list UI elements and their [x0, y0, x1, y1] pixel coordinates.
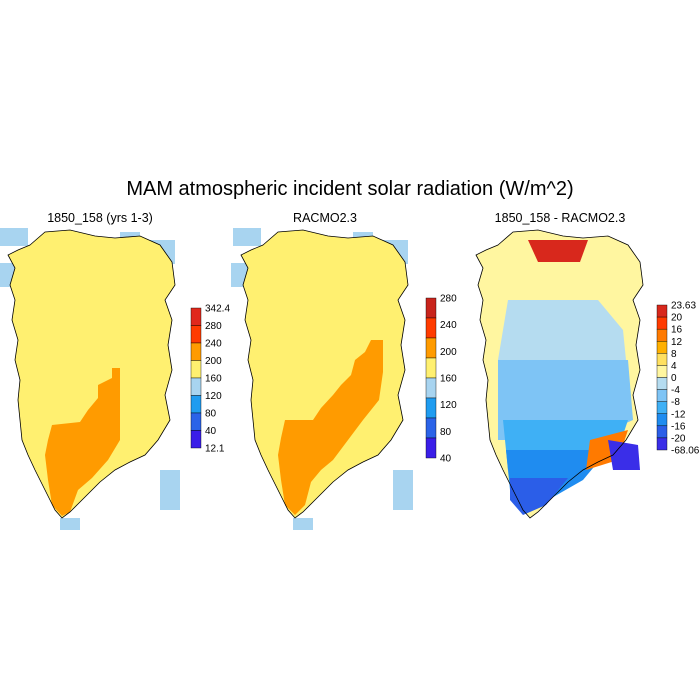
- colorbar-swatch: [190, 307, 202, 326]
- south-region: [278, 340, 383, 515]
- colorbar-tick-label: 8: [671, 349, 677, 360]
- colorbar-tick-label: 342.4: [205, 304, 230, 315]
- figure-title: MAM atmospheric incident solar radiation…: [126, 178, 574, 200]
- colorbar-swatch: [656, 377, 668, 390]
- colorbar-tick-label: 0: [671, 373, 677, 384]
- colorbar-swatch: [190, 360, 202, 379]
- colorbar-tick-label: -68.06: [671, 446, 700, 457]
- colorbar-swatch: [656, 316, 668, 330]
- map-difference: [475, 229, 644, 519]
- colorbar-swatch: [425, 377, 437, 399]
- colorbar-tick-label: 240: [440, 320, 457, 331]
- map-model-a: [0, 228, 180, 530]
- ocean-cell: [60, 518, 80, 530]
- colorbar-tick-label: 16: [671, 325, 683, 336]
- colorbar-tick-label: 200: [205, 356, 222, 367]
- colorbar-swatch: [425, 297, 437, 319]
- colorbar-tick-label: -8: [671, 397, 680, 408]
- colorbar-swatch: [656, 401, 668, 414]
- colorbar-swatch: [425, 397, 437, 419]
- colorbar-tick-label: -4: [671, 385, 680, 396]
- colorbar-swatch: [190, 412, 202, 431]
- colorbar-tick-label: 280: [440, 294, 457, 305]
- colorbar-swatch: [425, 317, 437, 339]
- colorbar-tick-label: 80: [205, 409, 217, 420]
- colorbar-swatch: [656, 353, 668, 366]
- ice-sheet-region: [241, 230, 408, 518]
- colorbar-tick-label: 20: [671, 313, 683, 324]
- south-region: [45, 368, 120, 516]
- colorbar-tick-label: 12.1: [205, 444, 225, 455]
- colorbar-swatch: [425, 357, 437, 379]
- panel-title-model-a: 1850_158 (yrs 1-3): [47, 211, 153, 225]
- colorbar-tick-label: 280: [205, 321, 222, 332]
- colorbar-swatch: [425, 437, 437, 459]
- map-racmo: [231, 228, 413, 530]
- colorbar-swatch: [656, 304, 668, 318]
- ocean-cell: [160, 470, 180, 510]
- colorbar-tick-label: -16: [671, 421, 686, 432]
- colorbar-swatch: [656, 425, 668, 439]
- colorbar-swatch: [425, 337, 437, 359]
- colorbar-racmo: 280 240 200 160 120 80 40: [425, 294, 457, 465]
- colorbar-swatch: [190, 430, 202, 449]
- coastline: [475, 229, 644, 519]
- ocean-cell: [393, 470, 413, 510]
- colorbar-tick-label: 120: [440, 400, 457, 411]
- panel-title-difference: 1850_158 - RACMO2.3: [494, 211, 626, 225]
- colorbar-swatch: [425, 417, 437, 439]
- colorbar-swatch: [190, 325, 202, 344]
- ocean-cell: [293, 518, 313, 530]
- colorbar-swatch: [656, 413, 668, 427]
- colorbar-tick-label: 160: [205, 374, 222, 385]
- colorbar-swatch: [656, 437, 668, 451]
- coastline: [240, 229, 409, 519]
- colorbar-tick-label: 200: [440, 347, 457, 358]
- colorbar-tick-label: 80: [440, 427, 452, 438]
- ocean-cell: [233, 228, 261, 246]
- colorbar-tick-label: 40: [205, 426, 217, 437]
- coastline: [7, 229, 176, 519]
- colorbar-tick-label: -12: [671, 409, 686, 420]
- colorbar-swatch: [190, 342, 202, 361]
- colorbar-tick-label: -20: [671, 433, 686, 444]
- colorbar-swatch: [656, 328, 668, 342]
- colorbar-swatch: [656, 389, 668, 402]
- colorbar-model-a: 342.4 280 240 200 160 120 80 40 12.1: [190, 304, 230, 455]
- diff-band: [510, 478, 568, 515]
- colorbar-tick-label: 240: [205, 339, 222, 350]
- ocean-cell: [0, 228, 28, 246]
- colorbar-tick-label: 12: [671, 337, 683, 348]
- colorbar-tick-label: 120: [205, 391, 222, 402]
- colorbar-tick-label: 160: [440, 374, 457, 385]
- colorbar-swatch: [656, 365, 668, 378]
- colorbar-tick-label: 4: [671, 361, 677, 372]
- colorbar-tick-label: 40: [440, 454, 452, 465]
- panel-title-racmo: RACMO2.3: [293, 211, 357, 225]
- colorbar-tick-label: 23.63: [671, 301, 696, 312]
- diff-band: [528, 240, 588, 262]
- colorbar-swatch: [190, 395, 202, 414]
- diff-band: [608, 440, 640, 470]
- colorbar-swatch: [656, 341, 668, 354]
- colorbar-swatch: [190, 377, 202, 396]
